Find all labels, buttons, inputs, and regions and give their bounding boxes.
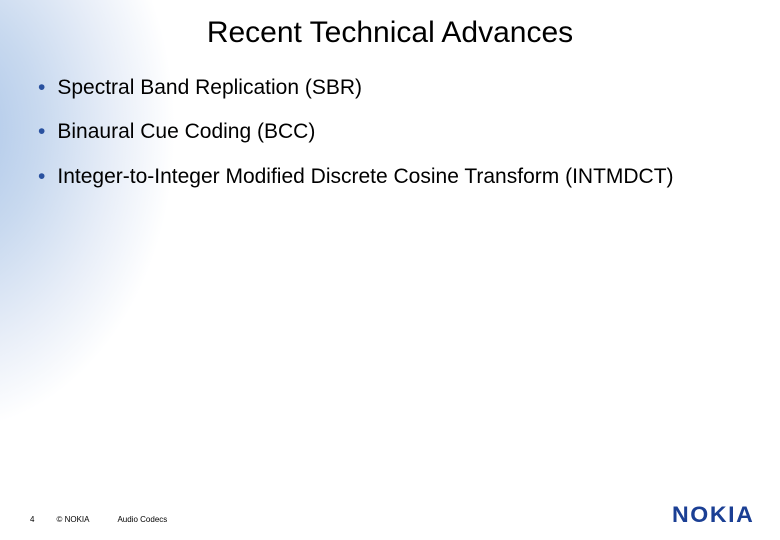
bullet-item: • Spectral Band Replication (SBR) (38, 75, 740, 101)
bullet-dot-icon: • (38, 164, 45, 190)
slide-container: Recent Technical Advances • Spectral Ban… (0, 0, 780, 540)
copyright-text: © NOKIA (56, 515, 89, 524)
subject-text: Audio Codecs (117, 515, 167, 524)
page-number: 4 (30, 515, 34, 524)
content-area: • Spectral Band Replication (SBR) • Bina… (38, 75, 740, 208)
bullet-text: Spectral Band Replication (SBR) (57, 75, 740, 101)
bullet-item: • Integer-to-Integer Modified Discrete C… (38, 164, 740, 190)
slide-title: Recent Technical Advances (0, 16, 780, 50)
bullet-text: Binaural Cue Coding (BCC) (57, 119, 740, 145)
nokia-logo: NOKIA (672, 502, 754, 528)
footer: 4 © NOKIA Audio Codecs (30, 515, 167, 524)
bullet-dot-icon: • (38, 75, 45, 101)
bullet-text: Integer-to-Integer Modified Discrete Cos… (57, 164, 740, 190)
bullet-item: • Binaural Cue Coding (BCC) (38, 119, 740, 145)
bullet-dot-icon: • (38, 119, 45, 145)
